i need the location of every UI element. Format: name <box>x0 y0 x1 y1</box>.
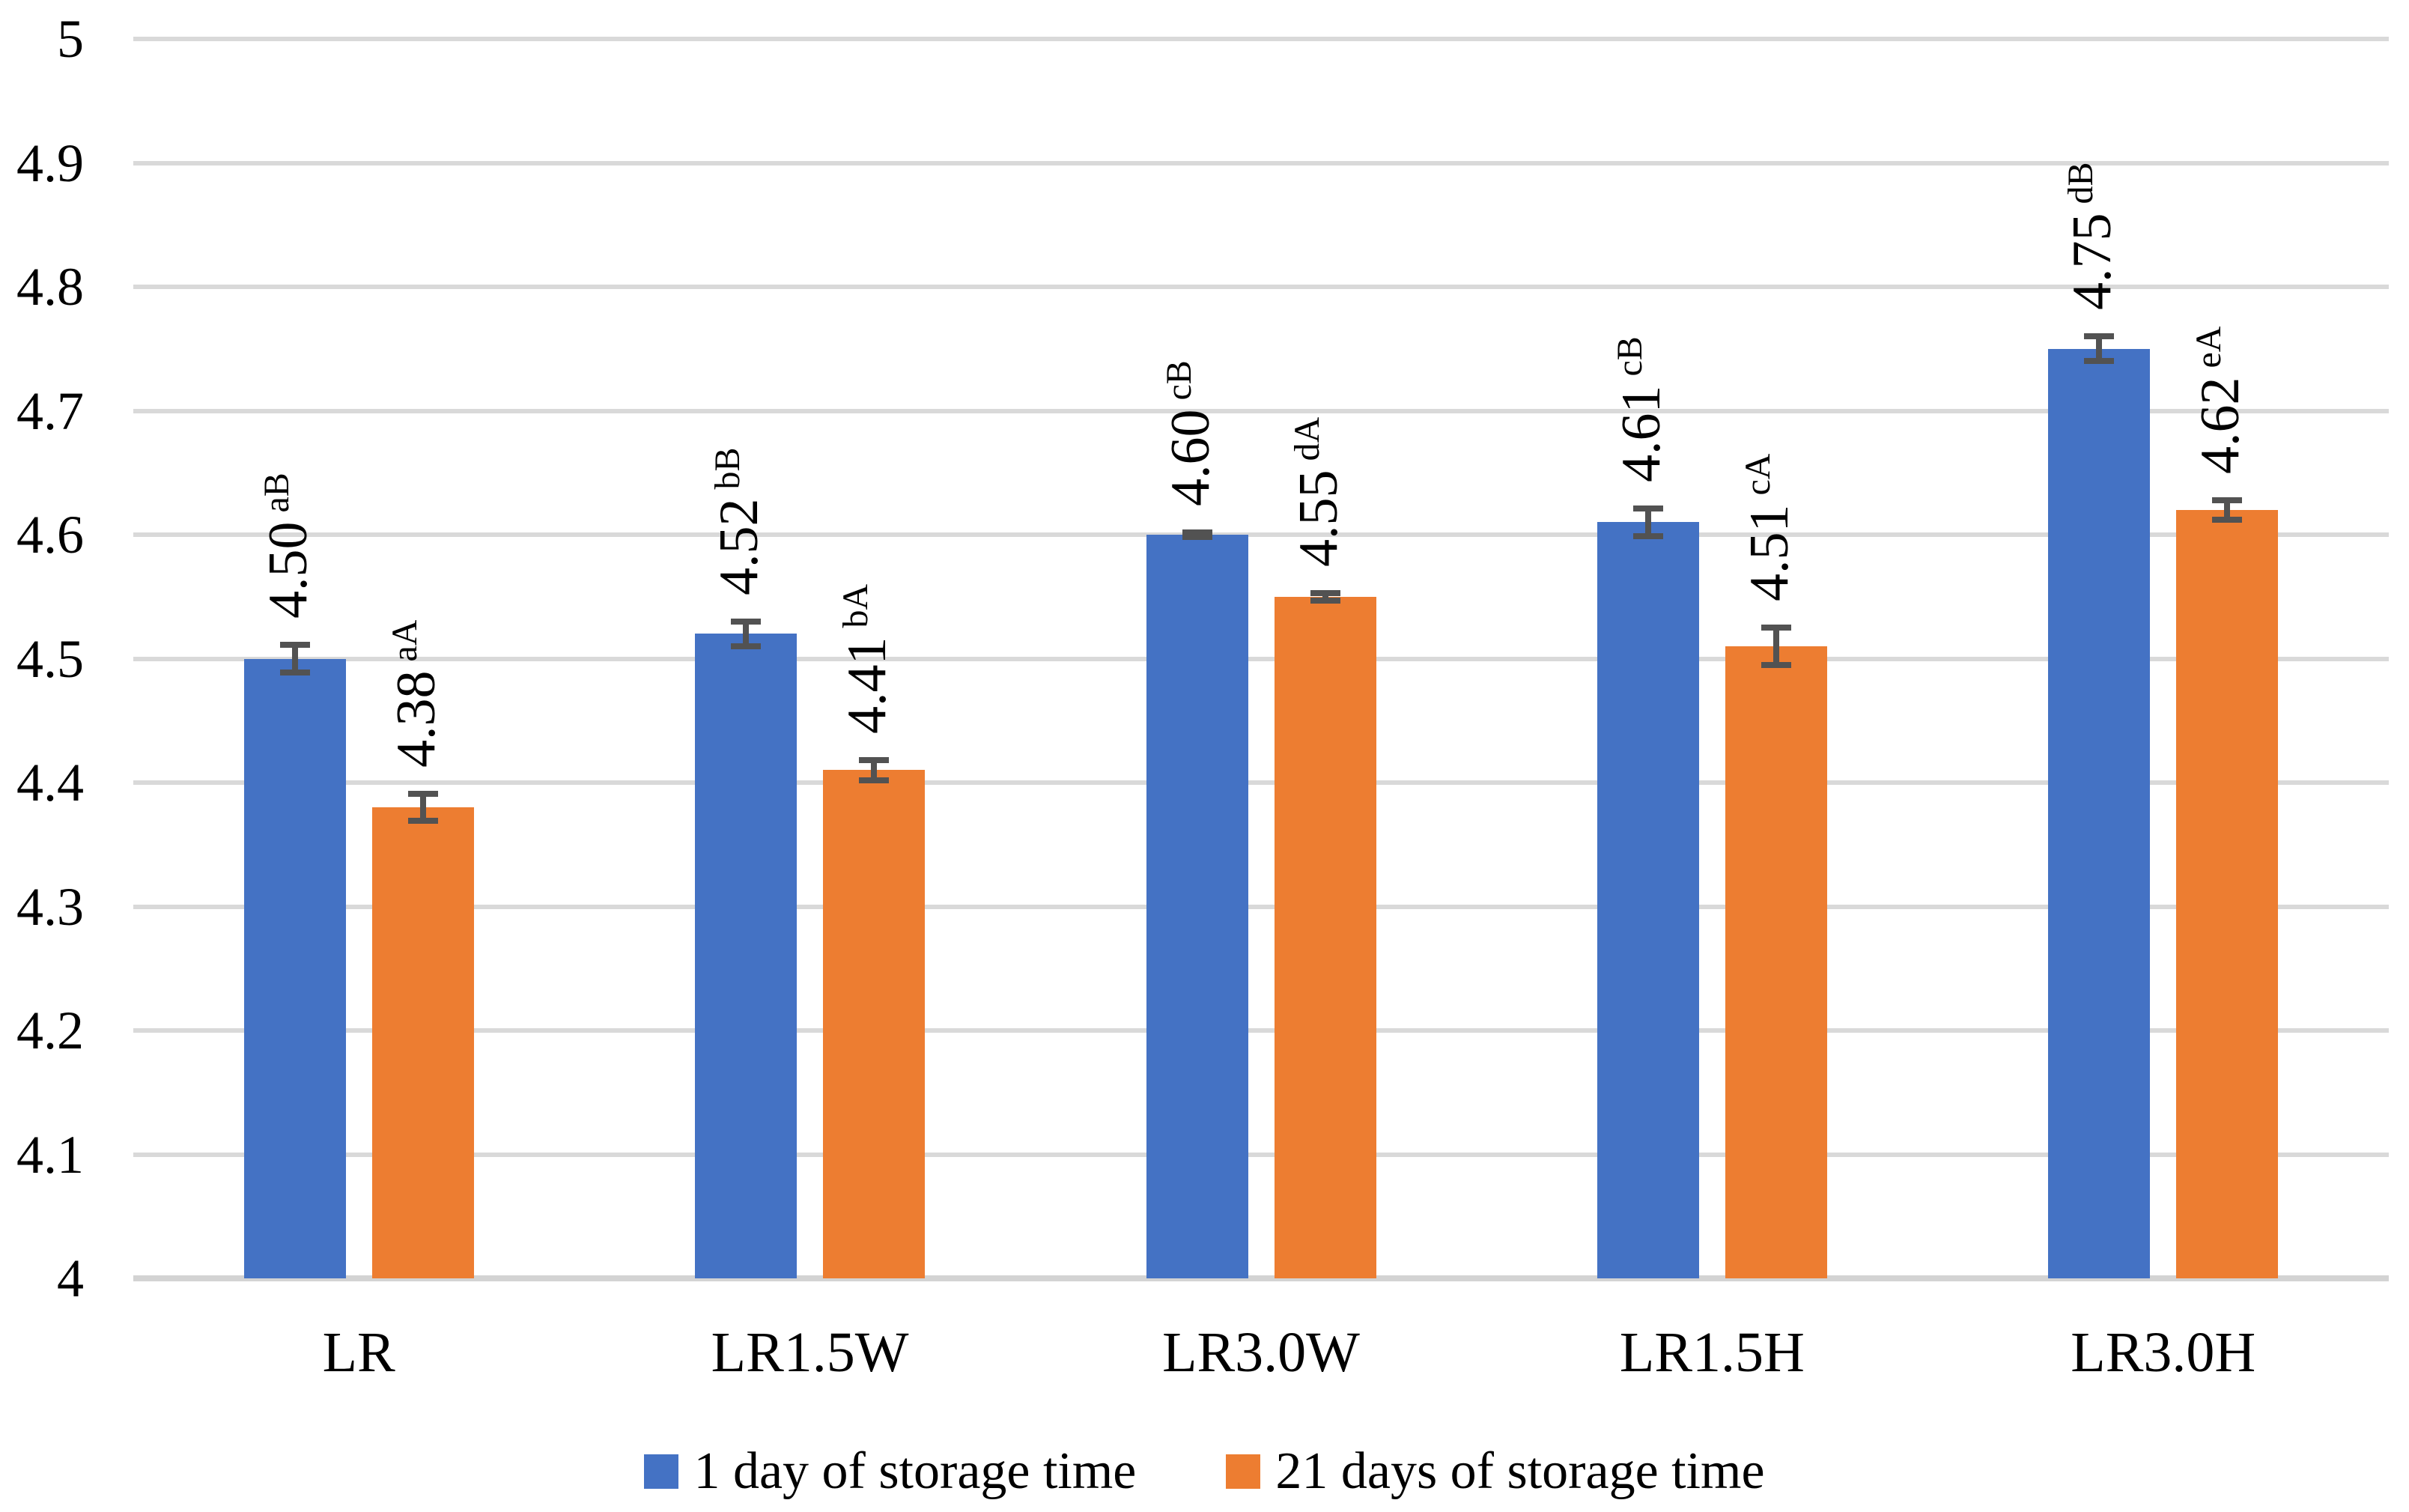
error-bar-whisker <box>291 645 298 672</box>
error-bar-cap <box>2212 517 2243 523</box>
error-bar-whisker <box>871 760 878 780</box>
error-bar-cap <box>1182 529 1212 535</box>
error-bar-cap <box>859 777 890 783</box>
error-bar-cap <box>731 618 762 625</box>
legend-label-21-days: 21 days of storage time <box>1275 1442 1765 1500</box>
error-bar-cap <box>1761 661 1791 668</box>
error-bar-cap <box>1182 534 1212 541</box>
legend-item-21-days: 21 days of storage time <box>1226 1442 1765 1500</box>
error-bar-cap <box>859 757 890 764</box>
error-bar-cap <box>1310 589 1340 596</box>
legend-label-1-day: 1 day of storage time <box>693 1442 1137 1500</box>
bar-series1-LR1.5W <box>695 634 798 1278</box>
legend-item-1-day: 1 day of storage time <box>644 1445 1136 1498</box>
bar-series1-LR3.0H <box>2048 348 2151 1278</box>
error-bar-cap <box>407 790 438 797</box>
legend: 1 day of storage time 21 days of storage… <box>0 1445 2409 1498</box>
bar-value-label: 4.50 aB <box>256 473 319 619</box>
legend-swatch-1-day <box>644 1454 679 1489</box>
y-axis-tick-label: 4 <box>57 1248 84 1308</box>
error-bar-cap <box>407 818 438 825</box>
bar-series2-LR1.5H <box>1725 646 1827 1278</box>
error-bar-whisker <box>2096 336 2103 362</box>
error-bar-whisker <box>419 793 426 822</box>
gridline <box>133 408 2389 413</box>
error-bar-whisker <box>1322 592 1328 601</box>
legend-swatch-21-days <box>1226 1454 1261 1489</box>
gridline <box>133 656 2389 661</box>
error-bar-cap <box>279 669 310 675</box>
bar-series2-LR3.0W <box>1274 596 1376 1278</box>
bar-value-label: 4.62 eA <box>2189 326 2252 474</box>
x-category-label: LR3.0W <box>1162 1321 1360 1384</box>
y-axis-tick-label: 4.8 <box>16 257 84 317</box>
x-category-label: LR3.0H <box>2071 1321 2256 1384</box>
y-axis-tick-label: 4.2 <box>16 1001 84 1060</box>
gridline <box>133 285 2389 289</box>
gridline <box>133 37 2389 41</box>
error-bar-whisker <box>2224 500 2231 520</box>
bar-series1-LR <box>243 658 346 1278</box>
bar-series2-LR <box>371 807 474 1278</box>
gridline <box>133 1152 2389 1157</box>
gridline <box>133 904 2389 909</box>
bar-value-label: 4.60 cB <box>1158 359 1221 506</box>
y-axis-tick-label: 4.3 <box>16 876 84 937</box>
y-axis-tick-label: 4.4 <box>16 753 84 813</box>
x-category-label: LR1.5H <box>1619 1321 1805 1384</box>
bar-series2-LR1.5W <box>823 770 926 1278</box>
bar-value-label: 4.52 bB <box>708 447 771 595</box>
y-axis-tick-label: 4.7 <box>16 380 84 441</box>
x-axis-line <box>133 1275 2389 1281</box>
error-bar-whisker <box>743 621 750 646</box>
bar-value-label: 4.55 dA <box>1286 416 1349 567</box>
error-bar-cap <box>1632 505 1663 512</box>
y-axis-tick-label: 4.1 <box>16 1124 84 1185</box>
bar-series1-LR1.5H <box>1597 522 1699 1278</box>
x-category-label: LR1.5W <box>711 1321 909 1384</box>
error-bar-whisker <box>1772 628 1779 665</box>
error-bar-cap <box>731 643 762 649</box>
bar-value-label: 4.51 cA <box>1737 453 1800 602</box>
bar-value-label: 4.38 aA <box>384 619 447 768</box>
x-category-label: LR <box>322 1321 395 1384</box>
error-bar-cap <box>2084 333 2115 340</box>
error-bar-whisker <box>1644 508 1651 536</box>
bar-value-label: 4.41 bA <box>836 584 899 735</box>
bar-series1-LR3.0W <box>1146 535 1248 1278</box>
gridline <box>133 1028 2389 1033</box>
bar-value-label: 4.75 dB <box>2061 162 2124 311</box>
y-axis-tick-label: 4.9 <box>16 133 84 193</box>
gridline <box>133 780 2389 785</box>
bar-series2-LR3.0H <box>2176 509 2279 1278</box>
error-bar-cap <box>2212 497 2243 503</box>
error-bar-cap <box>2084 358 2115 365</box>
gridline <box>133 160 2389 166</box>
y-axis-tick-label: 4.5 <box>16 628 84 689</box>
error-bar-cap <box>1761 625 1791 631</box>
gridline <box>133 532 2389 537</box>
error-bar-cap <box>1632 532 1663 539</box>
error-bar-cap <box>1310 597 1340 604</box>
y-axis-tick-label: 5 <box>57 9 84 69</box>
error-bar-cap <box>279 642 310 649</box>
bar-value-label: 4.61 cB <box>1609 336 1672 483</box>
y-axis-tick-label: 4.6 <box>16 505 84 565</box>
